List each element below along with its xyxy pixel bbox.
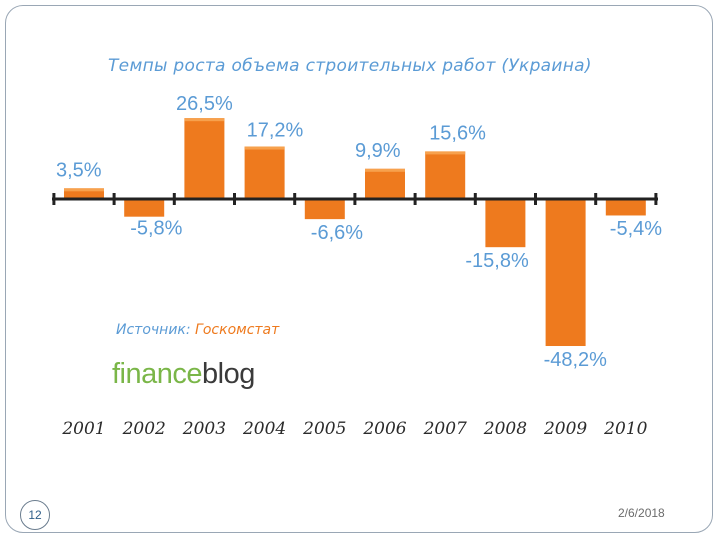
bar (304, 199, 345, 220)
source-note: Источник: Госкомстат (116, 322, 279, 338)
bar-top-highlight (184, 118, 225, 122)
bar (244, 146, 285, 199)
bar (124, 199, 165, 217)
data-label: 17,2% (247, 120, 304, 142)
chart-title: Темпы роста объема строительных работ (У… (108, 56, 592, 76)
slide-date: 2/6/2018 (618, 506, 665, 520)
slide: Темпы роста объема строительных работ (У… (5, 5, 713, 533)
slide-number: 12 (20, 500, 50, 530)
source-value: Госкомстат (195, 322, 280, 338)
logo-part-finance: finance (112, 358, 203, 390)
x-tick-label: 2007 (423, 419, 467, 439)
data-label: -15,8% (465, 250, 529, 272)
data-label: 26,5% (176, 93, 233, 115)
x-tick-label: 2003 (182, 419, 226, 439)
bar (64, 188, 104, 199)
bar (184, 118, 225, 199)
x-tick-label: 2008 (483, 419, 527, 439)
x-tick-label: 2002 (122, 419, 166, 439)
data-label: -6,6% (311, 222, 363, 244)
bar (365, 168, 405, 199)
bar (545, 199, 586, 347)
data-label: -48,2% (544, 349, 608, 371)
x-tick-label: 2005 (302, 419, 346, 439)
x-tick-label: 2004 (242, 419, 286, 439)
data-label: -5,4% (610, 218, 662, 240)
financeblog-logo: financeblog (112, 358, 255, 391)
data-label: 9,9% (355, 140, 401, 162)
bar (485, 199, 526, 248)
logo-part-blog: blog (202, 358, 255, 390)
bar (425, 151, 466, 199)
source-label: Источник: (116, 322, 191, 338)
data-label: 3,5% (56, 159, 102, 181)
bar-top-highlight (425, 151, 466, 155)
x-tick-label: 2009 (543, 419, 587, 439)
data-label: 15,6% (429, 122, 486, 144)
bar-top-highlight (64, 188, 104, 192)
bar (605, 199, 646, 216)
bar-chart: 3,5% -5,8% 26,5% 17,2% -6,6% 9,9% 15,6% -15,8% -… (52, 93, 662, 439)
bar-top-highlight (365, 168, 405, 172)
bar-top-highlight (244, 146, 285, 150)
x-tick-label: 2006 (362, 419, 406, 439)
x-tick-label: 2001 (61, 419, 105, 439)
x-tick-label: 2010 (603, 419, 647, 439)
data-label: -5,8% (130, 218, 182, 240)
